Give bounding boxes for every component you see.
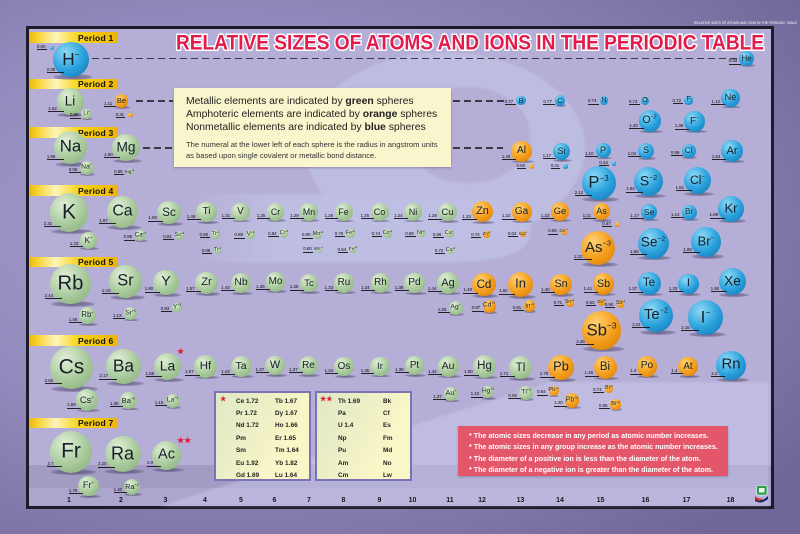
- svg-text:RELATIVE SIZES OF ATOMS AND IO: RELATIVE SIZES OF ATOMS AND IONS IN THE …: [176, 31, 764, 55]
